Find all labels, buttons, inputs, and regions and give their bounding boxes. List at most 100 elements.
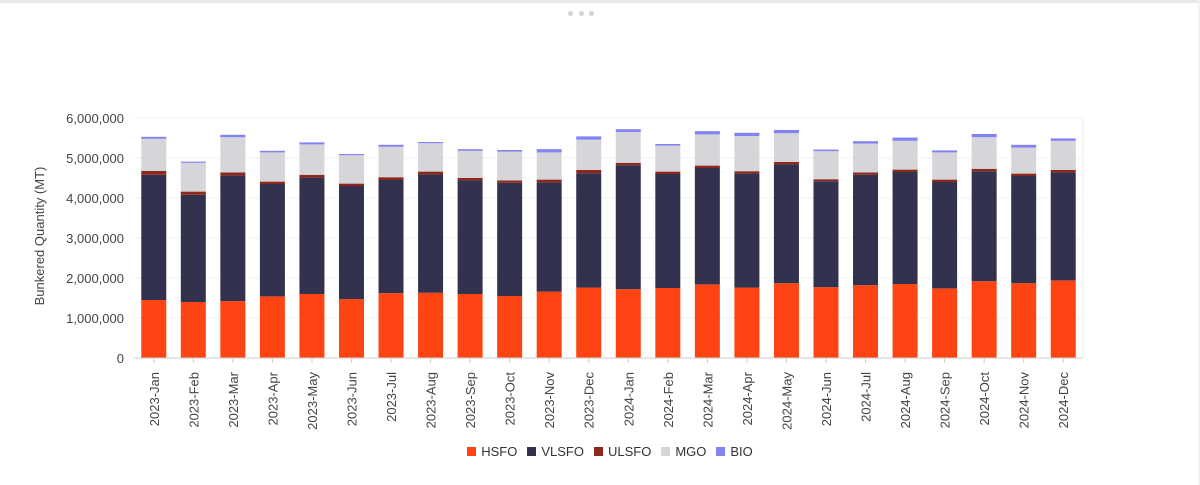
bar-segment-mgo[interactable] — [734, 136, 760, 172]
bar-segment-ulsfo[interactable] — [299, 174, 325, 178]
bar-segment-vlsfo[interactable] — [378, 180, 404, 294]
bar-segment-mgo[interactable] — [655, 145, 681, 172]
bar-segment-bio[interactable] — [1050, 138, 1076, 141]
bar-segment-bio[interactable] — [141, 136, 167, 139]
bar-segment-vlsfo[interactable] — [220, 175, 246, 302]
bar-segment-vlsfo[interactable] — [971, 171, 997, 282]
bar-segment-hsfo[interactable] — [694, 284, 720, 358]
bar-segment-vlsfo[interactable] — [338, 186, 364, 300]
bar-segment-ulsfo[interactable] — [853, 172, 879, 175]
bar-segment-mgo[interactable] — [813, 151, 839, 180]
bar-segment-mgo[interactable] — [457, 150, 483, 178]
bar-segment-ulsfo[interactable] — [418, 171, 444, 175]
bar-segment-mgo[interactable] — [497, 151, 523, 181]
bar-segment-hsfo[interactable] — [615, 289, 641, 358]
bar-segment-ulsfo[interactable] — [615, 162, 641, 166]
bar-segment-vlsfo[interactable] — [615, 165, 641, 290]
bar-segment-mgo[interactable] — [378, 146, 404, 178]
bar-segment-ulsfo[interactable] — [971, 168, 997, 172]
bar-segment-vlsfo[interactable] — [536, 182, 562, 292]
bar-segment-ulsfo[interactable] — [378, 177, 404, 180]
bar-segment-bio[interactable] — [457, 149, 483, 151]
bar-segment-bio[interactable] — [338, 154, 364, 156]
bar-segment-mgo[interactable] — [299, 144, 325, 175]
legend-item-ulsfo[interactable]: ULSFO — [593, 444, 651, 459]
bar-segment-bio[interactable] — [615, 129, 641, 132]
bar-segment-ulsfo[interactable] — [932, 179, 958, 182]
bar-segment-vlsfo[interactable] — [773, 164, 799, 284]
bar-segment-hsfo[interactable] — [1050, 280, 1076, 358]
bar-segment-vlsfo[interactable] — [1011, 176, 1037, 284]
bar-segment-ulsfo[interactable] — [259, 181, 285, 184]
bar-segment-bio[interactable] — [655, 144, 681, 146]
bar-segment-bio[interactable] — [971, 134, 997, 138]
bar-segment-vlsfo[interactable] — [576, 173, 602, 288]
bar-segment-ulsfo[interactable] — [813, 179, 839, 182]
bar-segment-hsfo[interactable] — [576, 287, 602, 358]
bar-segment-ulsfo[interactable] — [338, 183, 364, 186]
bar-segment-mgo[interactable] — [141, 138, 167, 171]
bar-segment-ulsfo[interactable] — [694, 165, 720, 168]
bar-segment-bio[interactable] — [378, 144, 404, 147]
bar-segment-vlsfo[interactable] — [892, 172, 918, 284]
bar-segment-ulsfo[interactable] — [892, 169, 918, 172]
bar-segment-mgo[interactable] — [338, 155, 364, 184]
bar-segment-vlsfo[interactable] — [418, 174, 444, 293]
bar-segment-bio[interactable] — [773, 130, 799, 134]
bar-segment-mgo[interactable] — [615, 132, 641, 163]
bar-segment-bio[interactable] — [932, 150, 958, 153]
bar-segment-hsfo[interactable] — [457, 294, 483, 358]
bar-segment-bio[interactable] — [1011, 144, 1037, 148]
bar-segment-ulsfo[interactable] — [773, 162, 799, 165]
bar-segment-hsfo[interactable] — [734, 287, 760, 358]
bar-segment-mgo[interactable] — [694, 134, 720, 166]
bar-segment-vlsfo[interactable] — [853, 174, 879, 286]
bar-segment-hsfo[interactable] — [299, 294, 325, 358]
bar-segment-hsfo[interactable] — [892, 284, 918, 358]
bar-segment-bio[interactable] — [180, 161, 206, 163]
bar-segment-mgo[interactable] — [576, 139, 602, 170]
bar-segment-bio[interactable] — [299, 142, 325, 145]
bar-segment-ulsfo[interactable] — [655, 171, 681, 174]
bar-segment-mgo[interactable] — [853, 143, 879, 173]
bar-segment-vlsfo[interactable] — [1050, 172, 1076, 281]
bar-segment-hsfo[interactable] — [773, 283, 799, 358]
legend-item-mgo[interactable]: MGO — [661, 444, 706, 459]
bar-segment-vlsfo[interactable] — [932, 182, 958, 289]
bar-segment-mgo[interactable] — [180, 162, 206, 192]
bar-segment-mgo[interactable] — [418, 143, 444, 172]
bar-segment-mgo[interactable] — [892, 140, 918, 170]
bar-segment-bio[interactable] — [734, 132, 760, 136]
bar-segment-vlsfo[interactable] — [180, 194, 206, 302]
bar-segment-hsfo[interactable] — [655, 288, 681, 358]
drag-handle-icon[interactable] — [568, 9, 594, 17]
bar-segment-mgo[interactable] — [1011, 147, 1037, 174]
bar-segment-hsfo[interactable] — [338, 299, 364, 358]
bar-segment-bio[interactable] — [536, 149, 562, 153]
bar-segment-mgo[interactable] — [1050, 140, 1076, 170]
bar-segment-hsfo[interactable] — [180, 302, 206, 358]
bar-segment-vlsfo[interactable] — [299, 177, 325, 294]
bar-segment-ulsfo[interactable] — [180, 191, 206, 195]
bar-segment-vlsfo[interactable] — [813, 181, 839, 288]
bar-segment-bio[interactable] — [220, 134, 246, 138]
bar-segment-hsfo[interactable] — [259, 296, 285, 358]
bar-segment-mgo[interactable] — [773, 133, 799, 162]
bar-segment-vlsfo[interactable] — [694, 168, 720, 285]
bar-segment-ulsfo[interactable] — [457, 178, 483, 181]
bar-segment-bio[interactable] — [497, 150, 523, 152]
bar-segment-ulsfo[interactable] — [1050, 170, 1076, 173]
bar-segment-bio[interactable] — [813, 149, 839, 152]
legend-item-hsfo[interactable]: HSFO — [467, 444, 517, 459]
bar-segment-hsfo[interactable] — [497, 296, 523, 358]
bar-segment-vlsfo[interactable] — [259, 184, 285, 297]
bar-segment-hsfo[interactable] — [418, 292, 444, 358]
legend-item-bio[interactable]: BIO — [716, 444, 753, 459]
bar-segment-bio[interactable] — [892, 137, 918, 141]
bar-segment-bio[interactable] — [576, 136, 602, 140]
bar-segment-bio[interactable] — [694, 131, 720, 135]
bar-segment-ulsfo[interactable] — [220, 172, 246, 176]
bar-segment-mgo[interactable] — [932, 152, 958, 180]
bar-segment-bio[interactable] — [853, 141, 879, 144]
bar-segment-ulsfo[interactable] — [536, 179, 562, 183]
